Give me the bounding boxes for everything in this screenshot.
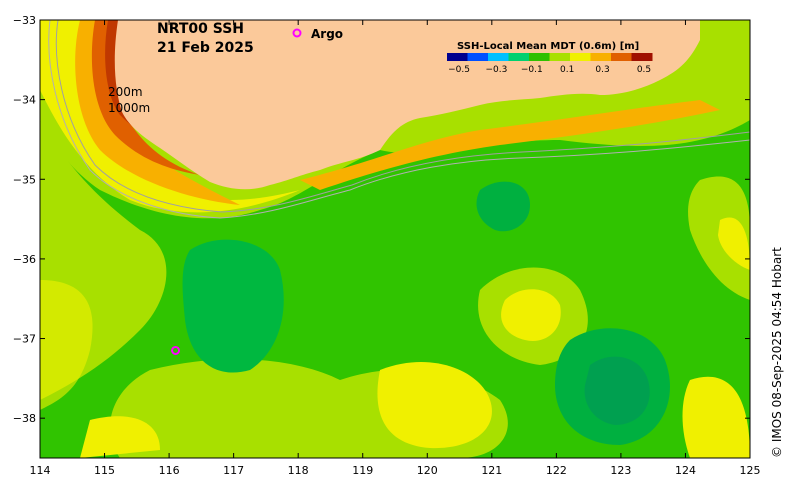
- x-tick-label: 125: [740, 464, 761, 477]
- contour-1000m: [55, 20, 750, 213]
- argo-legend-label: Argo: [311, 27, 343, 41]
- colorbar-tick-label: −0.1: [521, 65, 543, 75]
- se-yellow: [682, 376, 750, 458]
- colorbar-ticks: −0.5 −0.3 −0.1 0.1 0.3 0.5: [448, 65, 651, 75]
- y-tick-label: −34: [13, 94, 36, 107]
- colorbar-tick-label: −0.3: [485, 65, 507, 75]
- x-tick-label: 123: [610, 464, 631, 477]
- x-tick-label: 114: [30, 464, 51, 477]
- west-yellow: [40, 280, 93, 410]
- colorbar: [447, 53, 653, 61]
- boundary-orange: [75, 20, 241, 205]
- legend-title: SSH-Local Mean MDT (0.6m) [m]: [457, 41, 639, 52]
- contour-label-1000m: 1000m: [108, 101, 150, 115]
- boundary-dark-orange: [91, 20, 200, 175]
- x-axis: 114 115 116 117 118 119 120 121 122 123 124 125: [30, 20, 761, 477]
- y-tick-label: −37: [13, 333, 36, 346]
- colorbar-segment: [590, 53, 612, 61]
- map-field: [40, 20, 750, 458]
- y-tick-label: −33: [13, 14, 36, 27]
- colorbar-tick-label: 0.3: [595, 65, 609, 75]
- colorbar-segment: [570, 53, 591, 61]
- colorbar-segment: [447, 53, 468, 61]
- far-east-yellow: [718, 217, 750, 270]
- x-tick-label: 124: [675, 464, 696, 477]
- colorbar-segment: [488, 53, 509, 61]
- colorbar-tick-label: 0.1: [560, 65, 574, 75]
- colorbar-tick-label: −0.5: [448, 65, 470, 75]
- y-tick-label: −36: [13, 253, 36, 266]
- south-yellow: [377, 361, 492, 449]
- east-eddy-inner: [501, 289, 561, 341]
- colorbar-segment: [549, 53, 571, 61]
- x-tick-label: 116: [159, 464, 180, 477]
- australia-land: [114, 20, 701, 190]
- southeast-eddy-core: [584, 356, 650, 425]
- colorbar-tick-label: 0.5: [637, 65, 651, 75]
- y-tick-label: −35: [13, 173, 36, 186]
- x-tick-label: 117: [223, 464, 244, 477]
- x-tick-label: 119: [352, 464, 373, 477]
- south-coast-orange: [300, 100, 720, 190]
- argo-float-marker[interactable]: [171, 345, 181, 355]
- argo-legend-icon: [292, 28, 302, 38]
- x-tick-label: 122: [546, 464, 567, 477]
- x-tick-label: 120: [417, 464, 438, 477]
- colorbar-segment: [529, 53, 550, 61]
- y-axis: −33 −34 −35 −36 −37 −38: [13, 14, 750, 425]
- x-tick-label: 121: [481, 464, 502, 477]
- x-tick-label: 118: [288, 464, 309, 477]
- colorbar-segment: [631, 53, 653, 61]
- plot-frame: [39, 19, 751, 459]
- y-tick-label: −38: [13, 412, 36, 425]
- product-title: NRT00 SSH: [157, 21, 244, 37]
- contour-label-200m: 200m: [108, 85, 143, 99]
- date-title: 21 Feb 2025: [157, 40, 254, 56]
- colorbar-segment: [467, 53, 489, 61]
- colorbar-segment: [508, 53, 530, 61]
- southwest-yellow: [80, 416, 160, 458]
- x-tick-label: 115: [94, 464, 115, 477]
- colorbar-segment: [611, 53, 632, 61]
- credit-text: © IMOS 08-Sep-2025 04:54 Hobart: [770, 247, 784, 458]
- north-eddy: [476, 181, 530, 232]
- contour-200m: [48, 20, 750, 219]
- west-eddy: [182, 239, 284, 373]
